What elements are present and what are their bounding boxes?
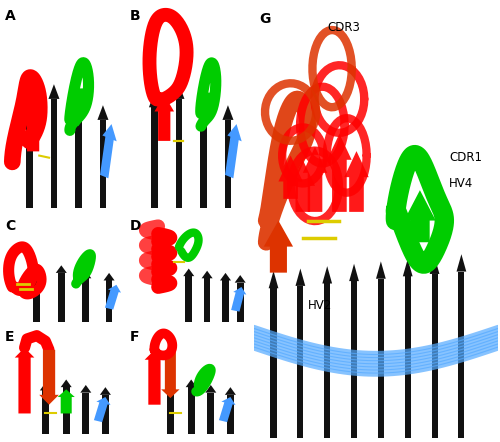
Text: B: B xyxy=(130,8,140,23)
Bar xyxy=(100,120,106,208)
FancyArrow shape xyxy=(161,352,180,398)
FancyArrow shape xyxy=(105,285,121,310)
Bar xyxy=(82,392,89,434)
Polygon shape xyxy=(73,99,84,114)
FancyArrow shape xyxy=(154,95,174,141)
Bar xyxy=(378,279,384,438)
Polygon shape xyxy=(32,269,42,276)
Bar xyxy=(102,395,109,434)
Bar xyxy=(324,283,330,438)
Polygon shape xyxy=(222,105,234,120)
FancyArrow shape xyxy=(290,160,315,212)
Bar xyxy=(237,282,244,322)
Text: HV2: HV2 xyxy=(308,299,332,312)
Bar xyxy=(151,107,158,208)
FancyArrow shape xyxy=(198,93,216,124)
FancyArrow shape xyxy=(94,397,110,422)
Polygon shape xyxy=(165,383,176,390)
Polygon shape xyxy=(220,273,231,281)
Polygon shape xyxy=(174,84,184,99)
Polygon shape xyxy=(149,93,160,107)
FancyArrow shape xyxy=(144,350,164,405)
Text: CDR1: CDR1 xyxy=(449,151,482,164)
FancyArrow shape xyxy=(100,124,116,178)
Bar xyxy=(82,278,89,322)
Polygon shape xyxy=(98,105,108,120)
Polygon shape xyxy=(234,275,246,282)
Bar xyxy=(351,281,357,438)
FancyArrow shape xyxy=(344,151,368,212)
Bar xyxy=(26,107,33,208)
Polygon shape xyxy=(40,383,51,390)
Bar xyxy=(58,273,64,322)
Polygon shape xyxy=(202,271,212,278)
Polygon shape xyxy=(24,93,35,107)
Text: HV4: HV4 xyxy=(449,177,473,190)
Bar xyxy=(458,271,464,438)
Polygon shape xyxy=(183,269,194,276)
FancyArrow shape xyxy=(39,350,59,405)
Bar xyxy=(176,99,182,208)
Polygon shape xyxy=(100,387,111,395)
Text: F: F xyxy=(130,330,140,344)
Polygon shape xyxy=(376,261,386,279)
Bar xyxy=(50,99,58,208)
Bar xyxy=(208,392,214,434)
Bar xyxy=(200,114,207,208)
Bar xyxy=(167,390,173,434)
Text: G: G xyxy=(259,12,270,26)
FancyArrow shape xyxy=(219,397,236,422)
Bar xyxy=(270,288,276,438)
Polygon shape xyxy=(186,380,196,387)
FancyArrow shape xyxy=(327,134,351,212)
Bar xyxy=(204,278,210,322)
Bar xyxy=(188,387,194,434)
Polygon shape xyxy=(225,387,236,395)
Bar xyxy=(75,114,82,208)
FancyArrow shape xyxy=(225,124,242,178)
FancyArrow shape xyxy=(24,88,43,151)
Polygon shape xyxy=(60,380,72,387)
Polygon shape xyxy=(456,254,466,271)
Text: CDR3: CDR3 xyxy=(327,21,360,34)
Bar xyxy=(224,120,232,208)
FancyArrow shape xyxy=(278,156,303,199)
Polygon shape xyxy=(430,257,440,274)
Polygon shape xyxy=(349,264,359,281)
Bar xyxy=(63,387,70,434)
FancyArrow shape xyxy=(70,88,87,126)
Polygon shape xyxy=(403,259,412,276)
FancyArrow shape xyxy=(58,389,75,413)
Bar xyxy=(42,390,48,434)
Bar xyxy=(227,395,234,434)
Text: C: C xyxy=(5,219,15,233)
Polygon shape xyxy=(48,84,60,99)
Bar xyxy=(186,276,192,322)
Bar xyxy=(298,286,304,438)
Bar xyxy=(432,274,438,438)
FancyArrow shape xyxy=(15,348,34,413)
Polygon shape xyxy=(206,385,216,392)
Polygon shape xyxy=(322,266,332,283)
FancyArrow shape xyxy=(264,221,293,273)
FancyArrow shape xyxy=(303,147,327,212)
FancyArrow shape xyxy=(404,190,436,242)
Polygon shape xyxy=(80,271,92,278)
Polygon shape xyxy=(268,271,278,288)
Text: D: D xyxy=(130,219,141,233)
Bar xyxy=(34,276,40,322)
Polygon shape xyxy=(296,269,305,286)
Polygon shape xyxy=(80,385,92,392)
Bar xyxy=(106,281,112,322)
FancyArrow shape xyxy=(231,287,246,312)
Polygon shape xyxy=(198,99,209,114)
Text: A: A xyxy=(5,8,15,23)
Text: E: E xyxy=(5,330,15,344)
Polygon shape xyxy=(56,265,67,273)
Bar xyxy=(222,281,229,322)
Polygon shape xyxy=(104,273,115,281)
Bar xyxy=(404,276,411,438)
